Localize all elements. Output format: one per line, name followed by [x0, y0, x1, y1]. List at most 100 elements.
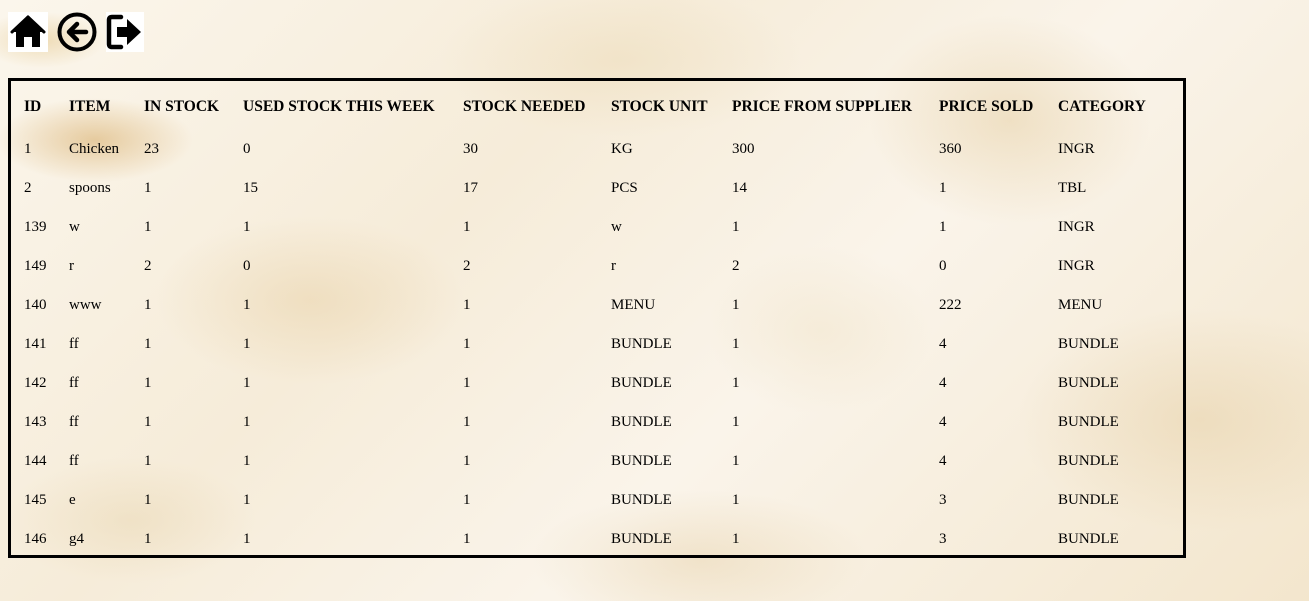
cell-in-stock: 1 — [144, 375, 152, 391]
cell-stock-unit: BUNDLE — [611, 375, 672, 391]
cell-price-sold: 1 — [939, 180, 947, 196]
column-header-item: ITEM — [69, 97, 111, 115]
cell-price-sold: 222 — [939, 297, 962, 313]
cell-price-from-supplier: 14 — [732, 180, 747, 196]
cell-stock-unit: r — [611, 258, 616, 274]
back-arrow-icon — [57, 12, 97, 52]
cell-stock-needed: 2 — [463, 258, 471, 274]
cell-in-stock: 1 — [144, 531, 152, 547]
column-header-category: CATEGORY — [1058, 97, 1146, 115]
toolbar — [8, 12, 144, 52]
cell-category: INGR — [1058, 219, 1095, 235]
cell-id: 146 — [24, 531, 47, 547]
cell-stock-unit: PCS — [611, 180, 638, 196]
cell-in-stock: 23 — [144, 141, 159, 157]
cell-used-stock: 0 — [243, 258, 251, 274]
cell-used-stock: 1 — [243, 375, 251, 391]
home-button[interactable] — [8, 12, 48, 52]
table-header-row: ID ITEM IN STOCK USED STOCK THIS WEEK ST… — [11, 81, 1183, 130]
table-row: 1 Chicken 23 0 30 KG 300 360 INGR — [11, 130, 1183, 169]
cell-id: 145 — [24, 492, 47, 508]
cell-stock-unit: BUNDLE — [611, 492, 672, 508]
cell-in-stock: 1 — [144, 414, 152, 430]
cell-price-from-supplier: 300 — [732, 141, 755, 157]
cell-used-stock: 0 — [243, 141, 251, 157]
home-icon — [10, 15, 46, 47]
cell-stock-needed: 1 — [463, 453, 471, 469]
cell-id: 142 — [24, 375, 47, 391]
cell-price-sold: 0 — [939, 258, 947, 274]
cell-item: Chicken — [69, 141, 119, 157]
column-header-id: ID — [24, 97, 42, 115]
cell-category: TBL — [1058, 180, 1087, 196]
table-row: 139 w 1 1 1 w 1 1 INGR — [11, 208, 1183, 247]
table-row: 149 r 2 0 2 r 2 0 INGR — [11, 247, 1183, 286]
cell-price-sold: 1 — [939, 219, 947, 235]
cell-price-from-supplier: 2 — [732, 258, 740, 274]
cell-used-stock: 1 — [243, 453, 251, 469]
cell-id: 149 — [24, 258, 47, 274]
table-row: 140 www 1 1 1 MENU 1 222 MENU — [11, 286, 1183, 325]
cell-stock-unit: BUNDLE — [611, 336, 672, 352]
cell-stock-unit: BUNDLE — [611, 414, 672, 430]
cell-id: 2 — [24, 180, 32, 196]
cell-in-stock: 1 — [144, 297, 152, 313]
cell-price-from-supplier: 1 — [732, 219, 740, 235]
column-header-used-stock: USED STOCK THIS WEEK — [243, 97, 435, 115]
stock-table-container: ID ITEM IN STOCK USED STOCK THIS WEEK ST… — [8, 78, 1186, 558]
column-header-in-stock: IN STOCK — [144, 97, 220, 115]
cell-stock-needed: 1 — [463, 297, 471, 313]
cell-price-sold: 4 — [939, 375, 947, 391]
cell-item: r — [69, 258, 74, 274]
cell-price-sold: 3 — [939, 531, 947, 547]
cell-item: www — [69, 297, 102, 313]
cell-stock-needed: 1 — [463, 531, 471, 547]
cell-stock-unit: KG — [611, 141, 633, 157]
cell-in-stock: 1 — [144, 453, 152, 469]
cell-used-stock: 1 — [243, 492, 251, 508]
table-row: 141 ff 1 1 1 BUNDLE 1 4 BUNDLE — [11, 325, 1183, 364]
cell-stock-needed: 30 — [463, 141, 478, 157]
cell-item: ff — [69, 414, 79, 430]
cell-price-sold: 4 — [939, 453, 947, 469]
cell-stock-unit: BUNDLE — [611, 453, 672, 469]
column-header-price-from-supplier: PRICE FROM SUPPLIER — [732, 97, 912, 115]
cell-stock-unit: w — [611, 219, 622, 235]
cell-item: ff — [69, 375, 79, 391]
cell-id: 144 — [24, 453, 47, 469]
cell-id: 140 — [24, 297, 47, 313]
cell-category: BUNDLE — [1058, 453, 1119, 469]
column-header-price-sold: PRICE SOLD — [939, 97, 1034, 115]
cell-price-sold: 4 — [939, 414, 947, 430]
table-row: 2 spoons 1 15 17 PCS 14 1 TBL — [11, 169, 1183, 208]
back-button[interactable] — [57, 12, 97, 52]
cell-id: 143 — [24, 414, 47, 430]
cell-stock-needed: 1 — [463, 375, 471, 391]
cell-stock-unit: MENU — [611, 297, 656, 313]
cell-in-stock: 1 — [144, 219, 152, 235]
cell-used-stock: 1 — [243, 531, 251, 547]
table-row: 142 ff 1 1 1 BUNDLE 1 4 BUNDLE — [11, 364, 1183, 403]
cell-used-stock: 1 — [243, 297, 251, 313]
column-header-stock-needed: STOCK NEEDED — [463, 97, 586, 115]
cell-in-stock: 2 — [144, 258, 152, 274]
cell-id: 1 — [24, 141, 32, 157]
cell-used-stock: 1 — [243, 336, 251, 352]
cell-item: ff — [69, 336, 79, 352]
cell-in-stock: 1 — [144, 492, 152, 508]
logout-button[interactable] — [106, 12, 144, 52]
cell-item: e — [69, 492, 76, 508]
logout-icon — [106, 14, 141, 50]
column-header-stock-unit: STOCK UNIT — [611, 97, 708, 115]
cell-item: spoons — [69, 180, 111, 196]
cell-stock-needed: 17 — [463, 180, 478, 196]
cell-item: ff — [69, 453, 79, 469]
cell-price-from-supplier: 1 — [732, 297, 740, 313]
cell-price-from-supplier: 1 — [732, 453, 740, 469]
cell-category: INGR — [1058, 141, 1095, 157]
cell-price-from-supplier: 1 — [732, 375, 740, 391]
cell-stock-needed: 1 — [463, 414, 471, 430]
cell-category: BUNDLE — [1058, 414, 1119, 430]
table-row: 144 ff 1 1 1 BUNDLE 1 4 BUNDLE — [11, 442, 1183, 481]
cell-category: BUNDLE — [1058, 375, 1119, 391]
